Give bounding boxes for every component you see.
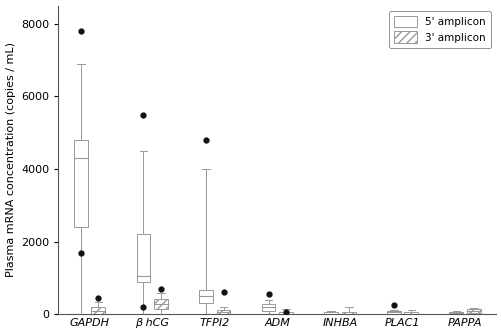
Bar [404,313,417,314]
Bar [216,310,230,314]
Bar [91,307,105,314]
Bar [199,290,212,303]
Y-axis label: Plasma mRNA concentration (copies / mL): Plasma mRNA concentration (copies / mL) [6,42,16,278]
Bar [341,313,355,314]
Bar [324,313,337,314]
Bar [466,309,480,313]
Bar [136,234,150,282]
Bar [261,304,275,311]
Bar [386,311,400,314]
Legend: 5' amplicon, 3' amplicon: 5' amplicon, 3' amplicon [388,11,490,48]
Bar [74,140,88,227]
Bar [154,299,167,309]
Bar [279,312,293,314]
Bar [448,312,462,314]
